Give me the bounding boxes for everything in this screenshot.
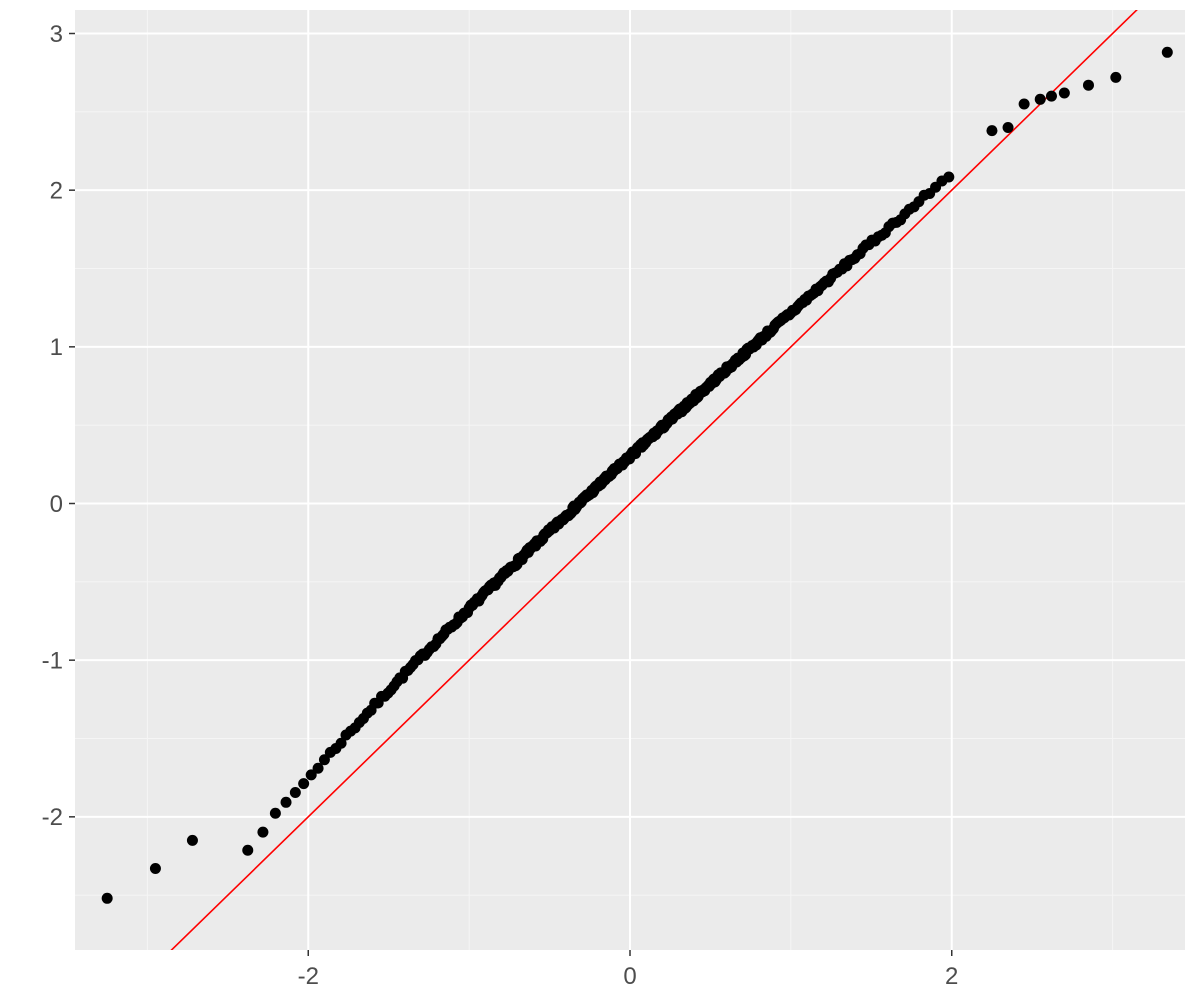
qq-plot: -2 0 2 -2 -1 0 1 2 3 [0, 0, 1200, 1000]
y-tick-label: 0 [50, 491, 63, 518]
plot-panel [75, 10, 1185, 950]
y-tick-label: -1 [42, 648, 63, 675]
x-tick-label: -2 [298, 963, 319, 990]
x-tick-label: 0 [623, 963, 636, 990]
x-tick-label: 2 [945, 963, 958, 990]
y-tick-label: 2 [50, 178, 63, 205]
y-tick-label: -2 [42, 804, 63, 831]
y-tick-label: 3 [50, 21, 63, 48]
y-tick-label: 1 [50, 334, 63, 361]
